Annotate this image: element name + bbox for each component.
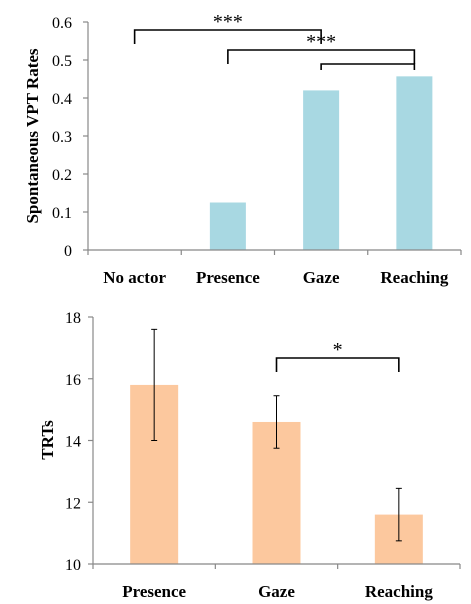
y-tick-label: 12: [65, 495, 81, 512]
bar-reaching: [396, 76, 433, 250]
significance-marker: ***: [213, 11, 243, 33]
bar-presence: [209, 202, 246, 250]
significance-bracket: [275, 357, 400, 372]
y-tick-label: 0.4: [52, 91, 72, 108]
bar-gaze: [303, 90, 340, 251]
y-tick-label: 0: [64, 243, 72, 260]
y-tick-label: 14: [65, 434, 81, 451]
category-label: Reaching: [365, 582, 434, 601]
y-tick-label: 0.2: [52, 167, 72, 184]
y-tick-label: 0.3: [52, 129, 72, 146]
y-tick-label: 10: [65, 557, 81, 574]
vpt-rates-chart: 0 0.1 0.2 0.3 0.4 0.5 0.6 No actor Presence Gaze R…: [23, 11, 462, 287]
category-label: No actor: [103, 268, 166, 287]
significance-bracket: [320, 63, 416, 70]
y-tick-label: 0.1: [52, 205, 72, 222]
y-axis-label: TRTs: [38, 420, 57, 460]
category-label: Presence: [196, 268, 260, 287]
category-label: Gaze: [303, 268, 340, 287]
significance-marker: *: [333, 339, 343, 361]
significance-marker: ***: [306, 31, 336, 53]
significance-bracket: [133, 29, 322, 44]
category-label: Presence: [122, 582, 186, 601]
category-label: Gaze: [258, 582, 295, 601]
category-label: Reaching: [380, 268, 449, 287]
significance-bracket: [227, 49, 416, 64]
y-tick-label: 0.5: [52, 53, 72, 70]
y-axis-label: Spontaneous VPT Rates: [23, 48, 42, 223]
y-tick-label: 0.6: [52, 15, 72, 32]
y-tick-label: 16: [65, 372, 81, 389]
trts-chart: 10 12 14 16 18 Presence Gaze Reaching TRTs *: [38, 310, 461, 601]
y-tick-label: 18: [65, 310, 81, 327]
